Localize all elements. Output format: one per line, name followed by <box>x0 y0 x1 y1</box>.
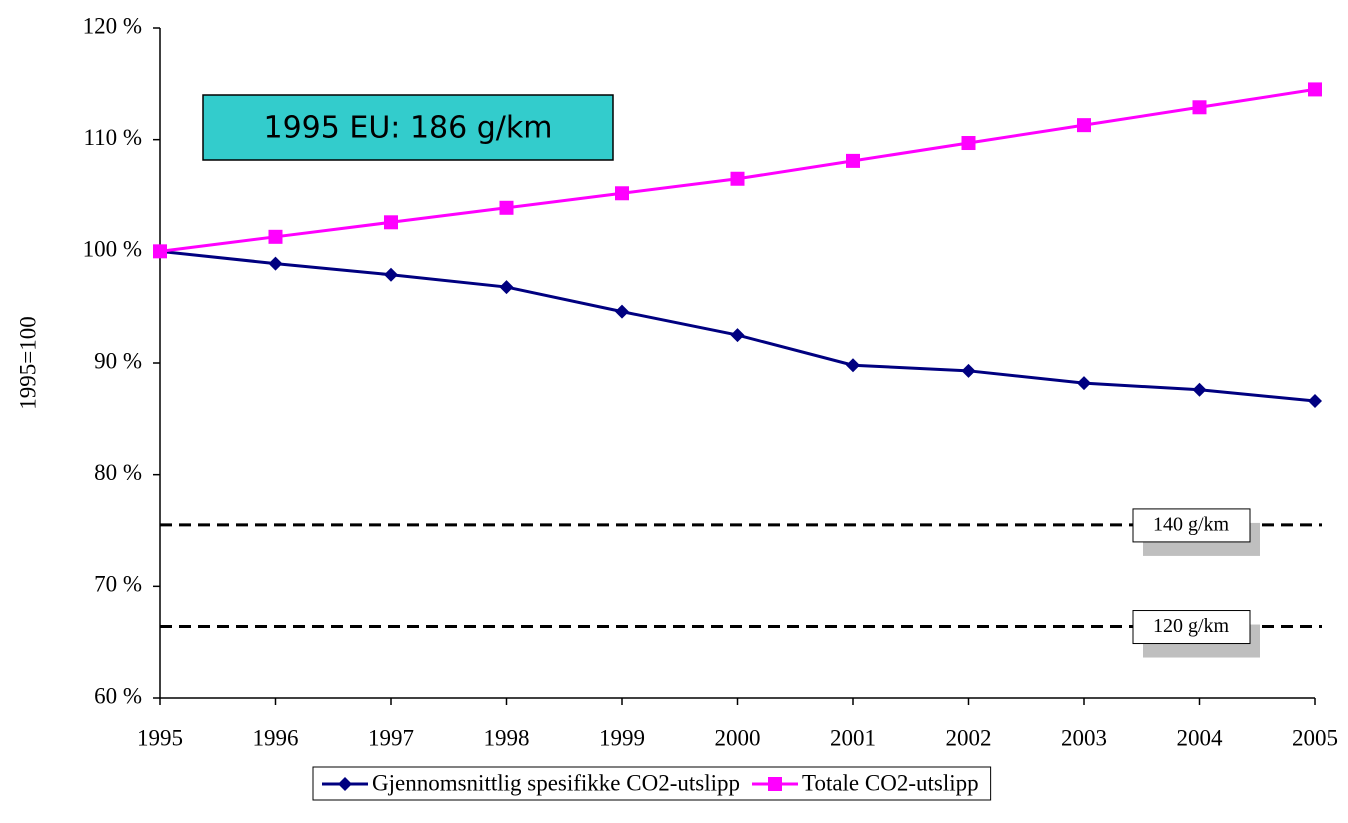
x-tick-label: 2000 <box>715 725 761 750</box>
series-line <box>159 249 1316 403</box>
y-tick-label: 120 % <box>83 13 142 38</box>
x-tick-label: 2001 <box>830 725 876 750</box>
y-tick-label: 60 % <box>94 683 142 708</box>
square-marker <box>1077 118 1091 133</box>
diamond-marker <box>961 363 976 378</box>
x-tick-label: 1997 <box>368 725 414 750</box>
diamond-marker <box>499 280 514 295</box>
square-marker <box>846 153 860 168</box>
legend-box <box>312 766 992 801</box>
legend: Gjennomsnittlig spesifikke CO2-utslipp To… <box>312 766 992 801</box>
legend-label: Totale CO2-utslipp <box>802 770 979 795</box>
y-tick-label: 70 % <box>94 572 142 597</box>
square-marker <box>268 229 283 244</box>
diamond-marker <box>846 358 860 373</box>
x-tick-label: 2004 <box>1177 725 1224 750</box>
x-tick-label: 2003 <box>1061 725 1107 750</box>
x-tick-label: 1998 <box>484 725 530 750</box>
diamond-marker <box>1077 376 1091 391</box>
diamond-marker <box>384 267 398 282</box>
x-tick-label: 1996 <box>253 725 299 750</box>
y-tick-label: 110 % <box>83 125 142 150</box>
y-tick-label: 90 % <box>94 348 142 373</box>
label-box <box>1132 508 1251 543</box>
square-marker <box>499 200 514 215</box>
x-tick-label: 1999 <box>599 725 645 750</box>
diamond-marker <box>1308 393 1322 408</box>
reference-label: 120 g/km <box>1153 615 1230 637</box>
square-marker <box>153 244 167 259</box>
reference-label: 140 g/km <box>1153 514 1230 536</box>
diamond-marker <box>268 256 283 271</box>
diamond-marker <box>1192 382 1207 397</box>
y-axis-label: 1995=100 <box>15 316 40 409</box>
x-tick-label: 1995 <box>137 725 183 750</box>
square-marker <box>961 136 976 151</box>
square-marker <box>384 215 398 230</box>
annotation-box <box>202 94 614 161</box>
legend-marker <box>338 777 352 791</box>
label-box <box>1132 610 1251 645</box>
square-marker <box>1308 82 1322 97</box>
legend-label: Gjennomsnittlig spesifikke CO2-utslipp <box>372 770 740 795</box>
annotation: 1995 EU: 186 g/km <box>264 111 553 146</box>
y-tick-label: 100 % <box>83 237 142 262</box>
y-tick-label: 80 % <box>94 460 142 485</box>
square-marker <box>1192 100 1207 115</box>
diamond-marker <box>730 328 745 343</box>
x-tick-label: 2002 <box>946 725 992 750</box>
diamond-marker <box>615 304 629 319</box>
square-marker <box>615 186 629 201</box>
legend-marker <box>768 777 782 791</box>
x-tick-label: 2005 <box>1292 725 1338 750</box>
square-marker <box>730 171 745 186</box>
